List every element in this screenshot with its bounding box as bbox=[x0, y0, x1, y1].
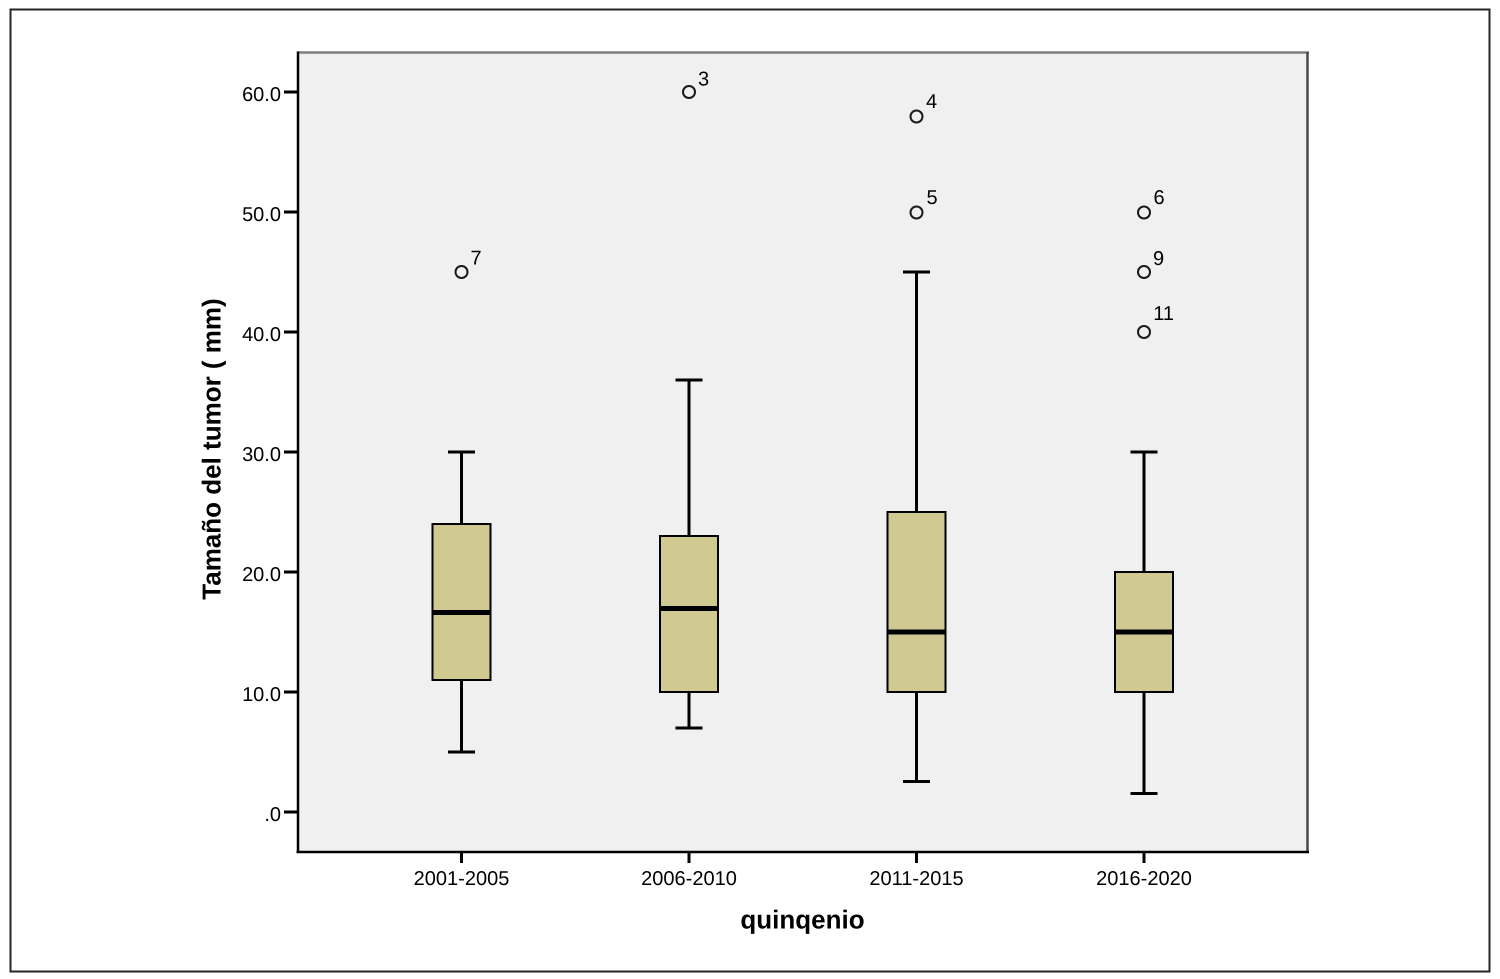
svg-text:2006-2010: 2006-2010 bbox=[641, 868, 737, 890]
svg-text:4: 4 bbox=[926, 91, 937, 113]
svg-text:10.0: 10.0 bbox=[242, 684, 281, 706]
svg-text:5: 5 bbox=[927, 187, 938, 209]
svg-text:20.0: 20.0 bbox=[242, 564, 281, 586]
svg-text:7: 7 bbox=[471, 248, 482, 270]
svg-text:2001-2005: 2001-2005 bbox=[414, 868, 510, 890]
svg-text:quinqenio: quinqenio bbox=[740, 905, 864, 935]
svg-text:.0: .0 bbox=[264, 804, 281, 826]
svg-text:9: 9 bbox=[1153, 248, 1164, 270]
svg-text:Tamaño del tumor ( mm): Tamaño del tumor ( mm) bbox=[197, 298, 227, 599]
svg-text:2011-2015: 2011-2015 bbox=[869, 868, 963, 890]
svg-text:2016-2020: 2016-2020 bbox=[1096, 868, 1192, 890]
svg-text:60.0: 60.0 bbox=[242, 84, 281, 106]
svg-text:40.0: 40.0 bbox=[242, 324, 281, 346]
svg-text:11: 11 bbox=[1153, 303, 1174, 325]
svg-text:3: 3 bbox=[698, 69, 709, 91]
svg-text:50.0: 50.0 bbox=[242, 204, 281, 226]
svg-text:30.0: 30.0 bbox=[242, 444, 281, 466]
svg-text:6: 6 bbox=[1154, 187, 1165, 209]
